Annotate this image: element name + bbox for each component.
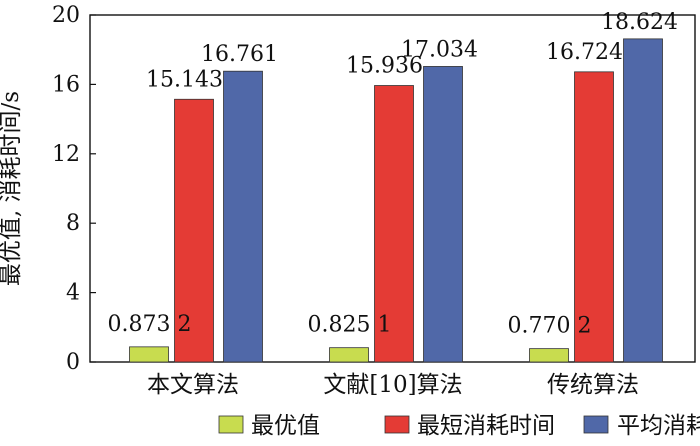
bar-1 — [329, 347, 369, 363]
y-axis-title: 最优值, 消耗时间/s — [0, 91, 24, 286]
data-label: 18.624 — [601, 10, 678, 35]
y-tick-label: 16 — [52, 72, 80, 97]
data-label: 16.761 — [201, 42, 278, 67]
data-label: 0.770 2 — [508, 314, 592, 339]
bar-2 — [574, 71, 614, 363]
category-label: 文献[10]算法 — [323, 372, 462, 398]
y-tick-label: 20 — [52, 3, 80, 28]
legend-label: 平均消耗时间 — [617, 413, 700, 439]
bar-3 — [223, 70, 263, 363]
data-label: 17.034 — [401, 37, 478, 62]
bar-1 — [129, 346, 169, 363]
category-label: 传统算法 — [547, 372, 639, 398]
legend-label: 最优值 — [251, 413, 320, 439]
legend-swatch — [583, 415, 609, 434]
y-tick-label: 0 — [66, 350, 80, 375]
bar-1 — [529, 348, 569, 363]
y-tick-label: 12 — [52, 142, 80, 167]
data-label: 16.724 — [546, 40, 623, 65]
legend-layer: 最优值 最短消耗时间 平均消耗时间 — [218, 413, 700, 439]
y-tick-label: 8 — [66, 211, 80, 236]
y-tick-label: 4 — [66, 281, 80, 306]
bar-2 — [174, 98, 214, 363]
data-label: 15.936 — [346, 54, 423, 79]
data-label: 0.825 1 — [308, 313, 392, 338]
bar-3 — [623, 38, 663, 363]
legend-swatch — [384, 415, 410, 434]
bars-layer — [129, 38, 663, 363]
legend-swatch — [218, 415, 244, 434]
legend-label: 最短消耗时间 — [417, 413, 555, 439]
data-label: 15.143 — [146, 67, 223, 92]
data-label: 0.873 2 — [108, 312, 192, 337]
category-label: 本文算法 — [147, 372, 239, 398]
bar-3 — [423, 66, 463, 363]
bar-2 — [374, 85, 414, 363]
